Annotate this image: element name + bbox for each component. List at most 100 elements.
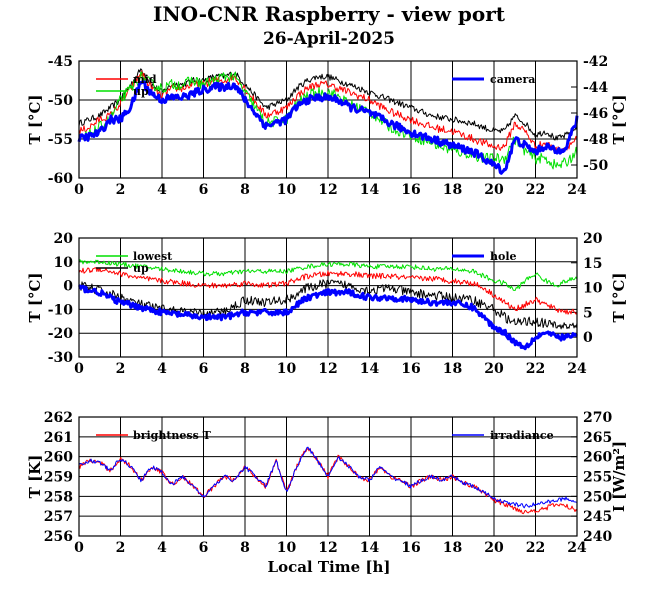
x-tick-label: 14 [360, 182, 380, 198]
series-line-hole [77, 284, 578, 351]
x-tick-label: 24 [567, 540, 587, 556]
x-tick-label: 0 [74, 182, 84, 198]
x-tick-label: 16 [401, 361, 420, 377]
y-left-tick-label: -55 [48, 132, 73, 148]
y-right-tick-label: 0 [583, 330, 593, 346]
y-left-tick-label: 20 [54, 231, 74, 247]
y-right-tick-label: 15 [583, 256, 602, 272]
y-right-tick-label: -42 [583, 54, 608, 70]
y-right-tick-label: 255 [583, 470, 612, 486]
y-right-tick-label: 10 [583, 281, 603, 297]
panel-2: 0 2 4 6 8 10 12 14 16 18 20 22 24-30-20-100102005101… [26, 231, 628, 377]
y-left-tick-label: -60 [48, 171, 74, 187]
y-right-tick-label: 20 [583, 231, 603, 247]
legend-label: up [133, 85, 149, 98]
series-line-irradiance [78, 446, 578, 509]
y-right-axis-label: T [°C] [610, 272, 628, 322]
legend-label: hole [490, 250, 517, 263]
plot-frame [78, 60, 578, 179]
series-line-up [78, 279, 578, 330]
y-right-tick-label: -44 [583, 80, 609, 96]
x-tick-label: 16 [401, 182, 420, 198]
series-line-mid [78, 70, 578, 155]
x-tick-label: 2 [116, 182, 126, 198]
x-tick-label: 22 [526, 540, 545, 556]
y-right-tick-label: -48 [583, 132, 608, 148]
x-tick-label: 20 [484, 540, 504, 556]
plot-frame [78, 416, 578, 537]
x-tick-label: 10 [277, 182, 297, 198]
y-left-tick-label: -20 [48, 326, 74, 342]
x-tick-label: 0 [74, 540, 84, 556]
x-tick-label: 18 [443, 540, 462, 556]
y-left-axis-label: T [K] [26, 455, 44, 499]
x-tick-label: 20 [484, 361, 504, 377]
x-tick-label: 8 [240, 540, 250, 556]
plot-frame [78, 237, 578, 358]
x-tick-label: 2 [116, 540, 126, 556]
y-left-tick-label: 261 [44, 430, 73, 446]
y-right-tick-label: 270 [583, 410, 612, 426]
x-tick-label: 18 [443, 361, 462, 377]
y-left-tick-label: 262 [44, 410, 73, 426]
y-right-tick-label: 250 [583, 489, 612, 505]
y-left-tick-label: 258 [44, 489, 73, 505]
x-tick-label: 6 [199, 361, 209, 377]
x-tick-label: 4 [157, 361, 167, 377]
x-tick-label: 24 [567, 182, 587, 198]
y-right-tick-label: -50 [583, 158, 609, 174]
x-tick-label: 6 [199, 182, 209, 198]
series-line-camera [77, 80, 579, 175]
x-tick-label: 24 [567, 361, 587, 377]
y-left-tick-label: -30 [48, 350, 74, 366]
legend-label: mid [133, 73, 157, 86]
x-tick-label: 6 [199, 540, 209, 556]
x-tick-label: 4 [157, 182, 167, 198]
y-right-axis-label: I [W/m²] [610, 441, 628, 512]
x-tick-label: 14 [360, 361, 380, 377]
series-line-unnamed-1 [78, 267, 578, 315]
y-left-tick-label: 257 [44, 509, 73, 525]
chart-title: INO-CNR Raspberry - view port [153, 2, 506, 26]
y-left-tick-label: 10 [54, 255, 74, 271]
x-tick-label: 8 [240, 361, 250, 377]
y-right-axis-label: T [°C] [610, 94, 628, 144]
x-tick-label: 12 [318, 540, 337, 556]
x-tick-label: 10 [277, 540, 297, 556]
x-tick-label: 2 [116, 361, 126, 377]
y-left-axis-label: T [°C] [26, 272, 44, 322]
x-axis-label: Local Time [h] [268, 558, 391, 576]
legend-label: lowest [133, 250, 173, 263]
y-left-tick-label: 260 [44, 450, 73, 466]
x-tick-label: 20 [484, 182, 504, 198]
series-line-lowest [78, 259, 578, 291]
x-tick-label: 18 [443, 182, 462, 198]
x-tick-label: 0 [74, 361, 84, 377]
x-tick-label: 16 [401, 540, 420, 556]
y-left-axis-label: T [°C] [26, 94, 44, 144]
x-tick-label: 10 [277, 361, 297, 377]
y-right-tick-label: 245 [583, 509, 612, 525]
y-right-tick-label: 5 [583, 305, 593, 321]
legend-label: camera [490, 73, 535, 86]
legend-label: brightness T [133, 429, 212, 442]
y-left-tick-label: 0 [63, 279, 73, 295]
x-tick-label: 4 [157, 540, 167, 556]
chart-subtitle: 26-April-2025 [263, 29, 395, 49]
x-tick-label: 8 [240, 182, 250, 198]
y-left-tick-label: -50 [48, 93, 74, 109]
y-left-tick-label: -10 [48, 302, 74, 318]
y-right-tick-label: -46 [583, 106, 608, 122]
legend-label: up [133, 262, 149, 275]
x-tick-label: 22 [526, 182, 545, 198]
panel-1: 0 2 4 6 8 10 12 14 16 18 20 22 24-60-55-50-45-50-48-… [26, 54, 628, 198]
y-right-tick-label: 265 [583, 430, 612, 446]
y-left-tick-label: 259 [44, 470, 73, 486]
y-right-tick-label: 260 [583, 450, 612, 466]
y-right-tick-label: 240 [583, 529, 612, 545]
x-tick-label: 22 [526, 361, 545, 377]
legend-label: irradiance [490, 429, 554, 442]
panels: 0 2 4 6 8 10 12 14 16 18 20 22 24-60-55-50-45-50-48-… [26, 54, 628, 556]
panel-3: 0 2 4 6 8 10 12 14 16 18 20 22 242562572582592602612… [26, 410, 628, 556]
x-tick-label: 14 [360, 540, 380, 556]
